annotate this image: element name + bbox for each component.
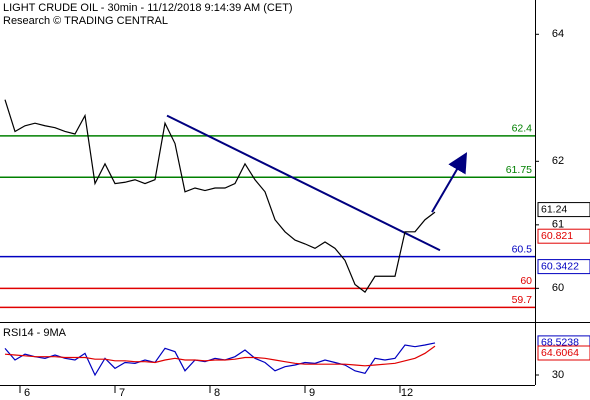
price-tag: 61.24 (541, 203, 567, 215)
price-tag: 64.6064 (541, 347, 579, 359)
price-tag: 60.821 (541, 230, 573, 242)
price-tag: 60.3422 (541, 260, 579, 272)
x-tick-label: 12 (401, 387, 413, 399)
forecast-arrow (431, 152, 468, 213)
y-tick-label: 61 (552, 219, 564, 231)
x-tick-label: 7 (119, 387, 125, 399)
level-label: 60.5 (512, 243, 533, 255)
x-tick-label: 9 (309, 387, 315, 399)
price-tag-box (537, 202, 590, 218)
series-line (4, 99, 436, 294)
y-tick-label: 60 (552, 282, 564, 294)
chart-title: LIGHT CRUDE OIL - 30min - 11/12/2018 9:1… (3, 2, 293, 14)
price-tag-box (537, 345, 590, 361)
level-label: 60 (520, 275, 532, 287)
rsi-title: RSI14 - 9MA (3, 327, 67, 339)
price-tag-box (537, 228, 590, 244)
series-line (4, 342, 436, 377)
price-tag-box (537, 259, 590, 275)
trendline (166, 114, 441, 252)
y-tick-label: 30 (552, 369, 564, 381)
level-label: 59.7 (512, 294, 533, 306)
series-line (4, 345, 436, 367)
y-tick-label: 62 (552, 155, 564, 167)
level-label: 61.75 (506, 164, 532, 176)
x-tick-label: 6 (24, 387, 30, 399)
level-label: 62.4 (512, 123, 533, 135)
x-tick-label: 8 (214, 387, 220, 399)
y-tick-label: 64 (552, 28, 564, 40)
chart-subtitle: Research © TRADING CENTRAL (3, 15, 168, 27)
